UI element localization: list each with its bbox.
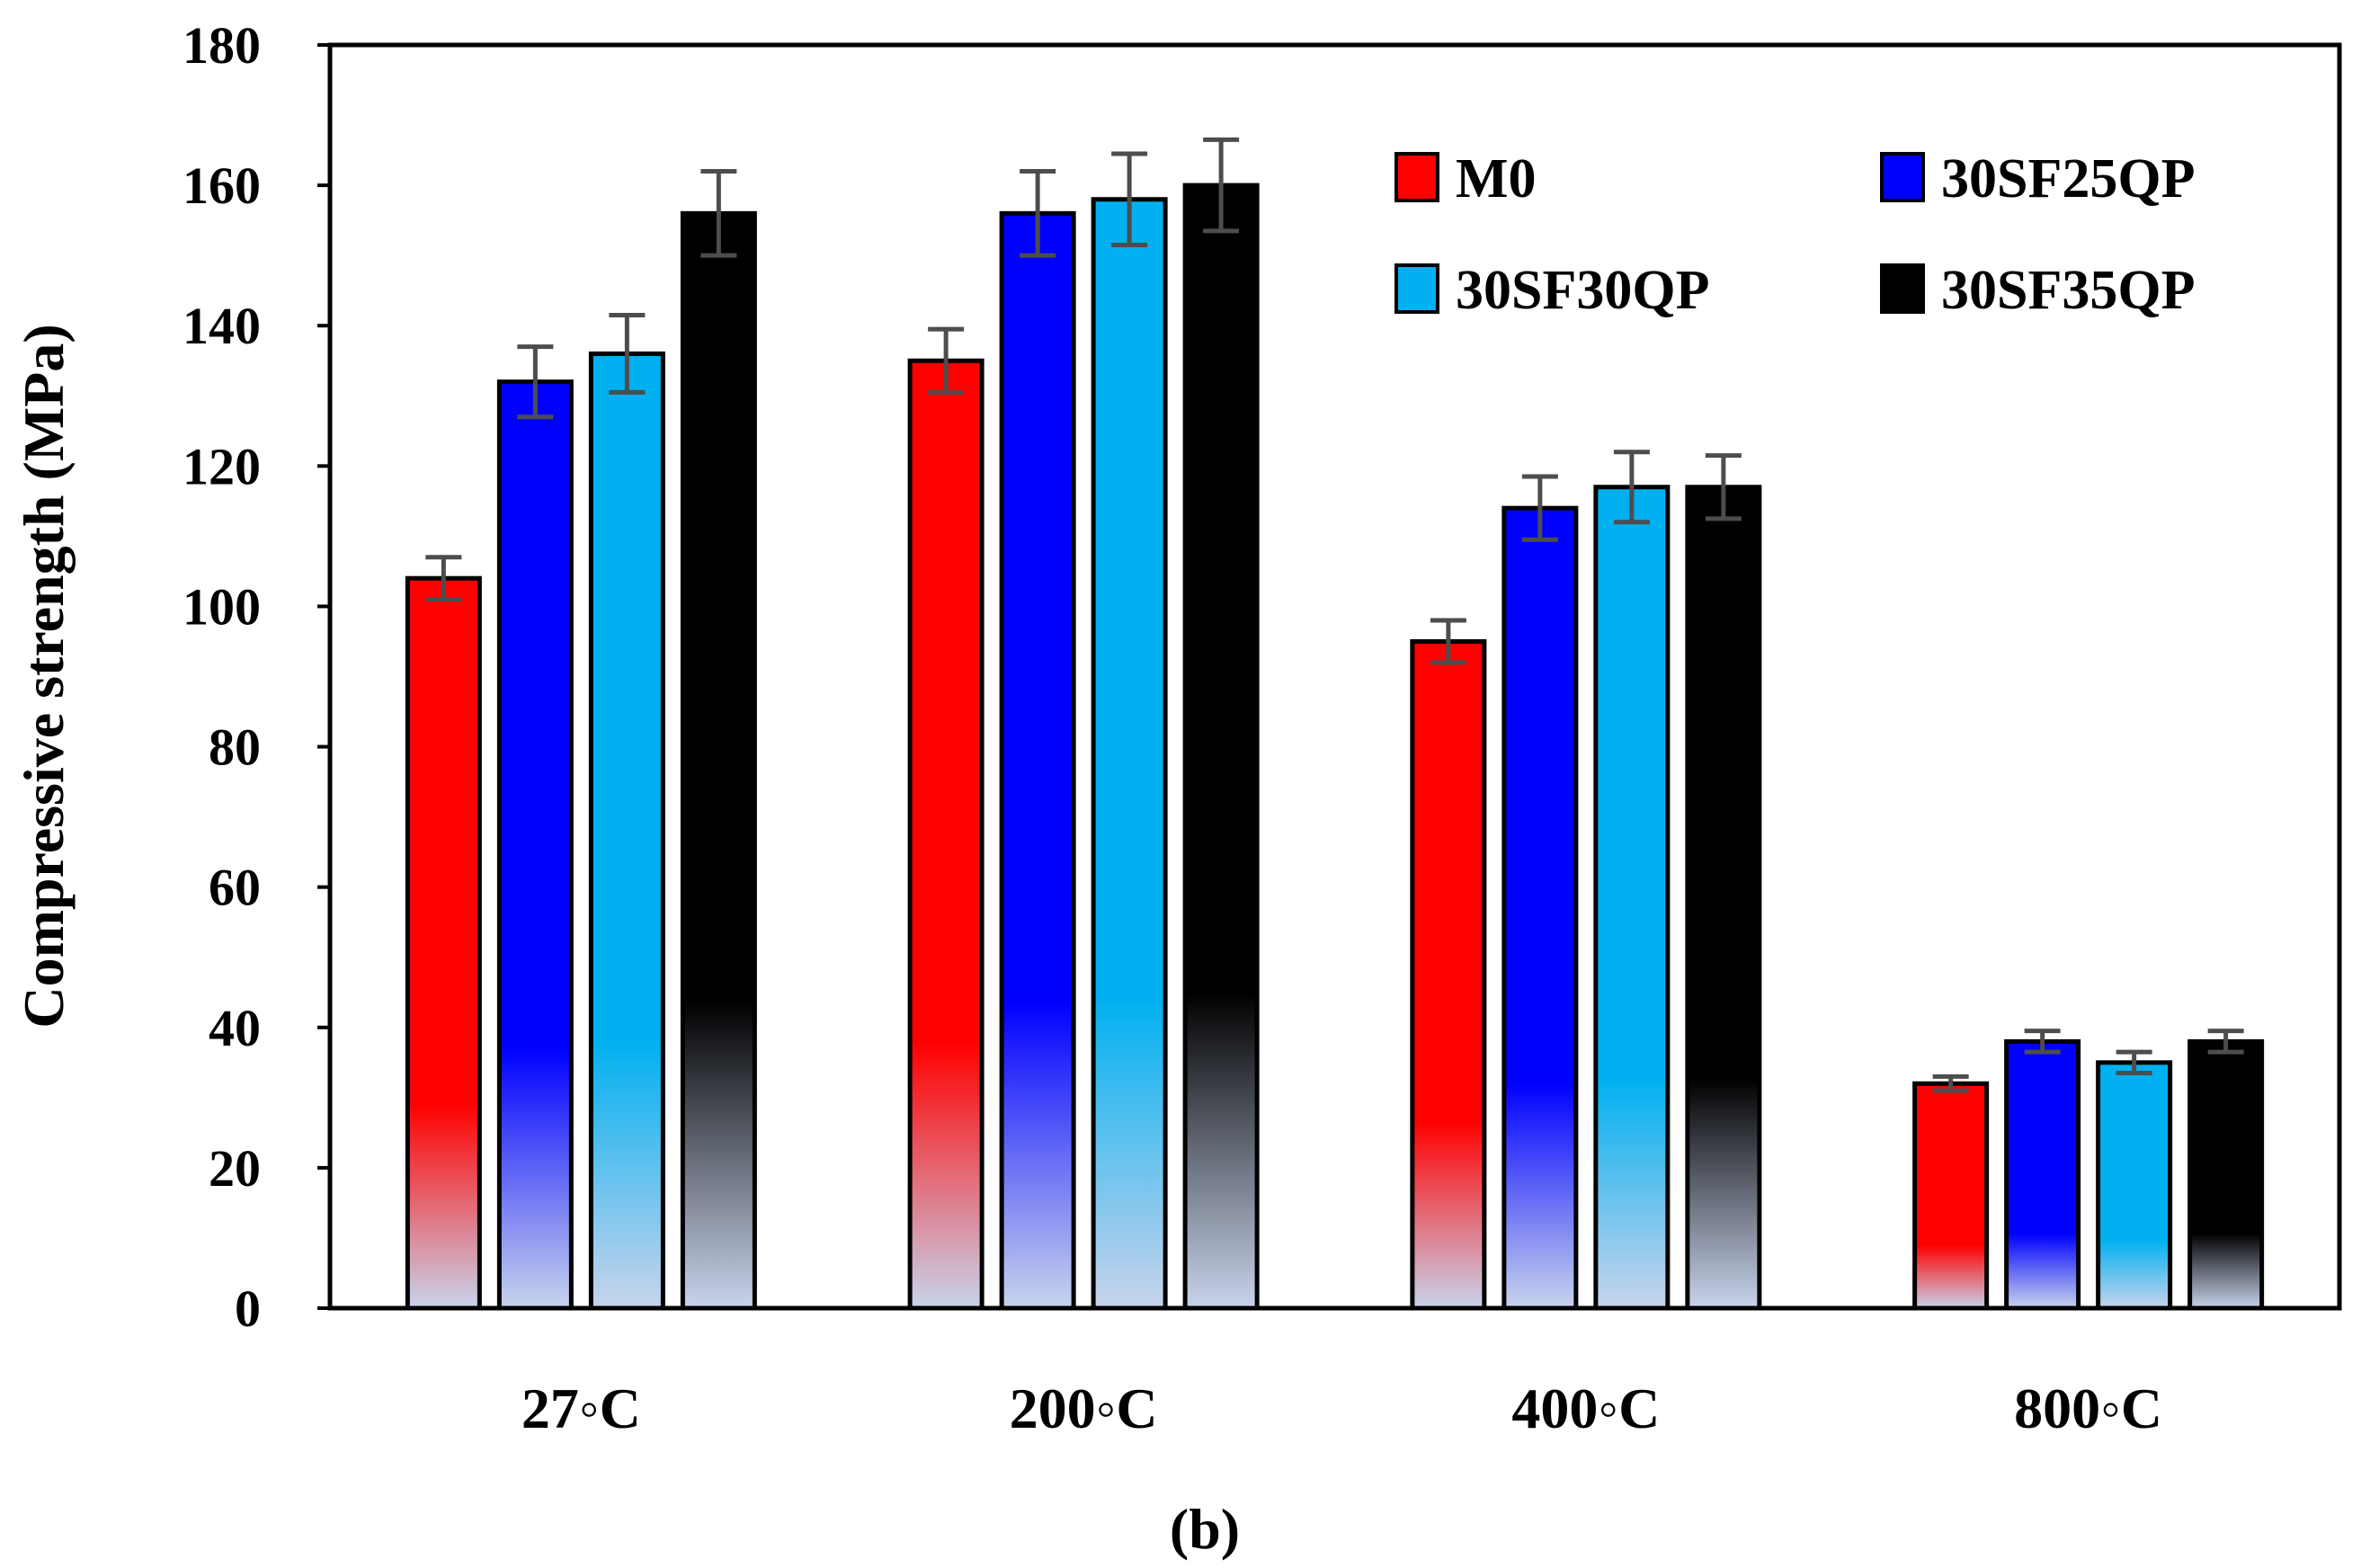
figure-caption: (b) (1170, 1497, 1240, 1561)
bar-30sf30qp-0 (588, 351, 665, 1311)
bar-30sf25qp-1 (999, 210, 1076, 1311)
legend-swatch (1880, 263, 1925, 314)
error-bar (1430, 618, 1466, 665)
legend-item-30sf25qp: 30SF25QP (1880, 148, 2195, 209)
x-axis: 27◦C 200◦C 400◦C 800◦C (521, 1376, 2162, 1440)
error-bar (2116, 1049, 2152, 1076)
bar-30sf35qp-0 (680, 210, 757, 1311)
y-axis-title: Compressive strength (MPa) (12, 324, 76, 1028)
y-axis: 0 20 40 60 80 100 120 140 160 180 (183, 16, 330, 1338)
error-bar (609, 313, 646, 395)
bar-30sf35qp-2 (1685, 485, 1762, 1311)
legend-swatch (1394, 263, 1439, 314)
error-bar (517, 344, 554, 420)
bar-30sf35qp-3 (2187, 1038, 2265, 1311)
plot-area-frame (327, 42, 2342, 1311)
error-bar (1203, 137, 1240, 234)
error-bar (928, 326, 965, 395)
bars-layer (405, 137, 2265, 1311)
bar-m0-3 (1912, 1081, 1990, 1311)
bar-m0-2 (1410, 638, 1487, 1311)
error-bar (1932, 1074, 1969, 1093)
y-tick-label: 60 (209, 859, 261, 917)
bar-30sf30qp-1 (1091, 197, 1168, 1311)
bar-m0-1 (907, 358, 985, 1311)
legend-item-30sf30qp: 30SF30QP (1394, 260, 1709, 321)
error-bar (1521, 474, 1558, 542)
legend-item-30sf35qp: 30SF35QP (1880, 260, 2195, 321)
bar-30sf25qp-3 (2004, 1038, 2081, 1311)
legend-swatch (1394, 152, 1439, 202)
bar-m0-0 (405, 575, 482, 1311)
y-tick-label: 180 (183, 16, 261, 75)
y-tick-label: 160 (183, 156, 261, 215)
legend-label: 30SF30QP (1456, 260, 1709, 321)
y-tick-label: 120 (183, 437, 261, 495)
bar-30sf25qp-0 (496, 379, 574, 1311)
error-bar (2024, 1029, 2061, 1055)
bar-30sf30qp-3 (2096, 1060, 2173, 1311)
legend-label: M0 (1456, 148, 1537, 209)
legend-swatch (1880, 152, 1925, 202)
bar-30sf35qp-1 (1182, 183, 1260, 1311)
error-bar (1111, 151, 1148, 247)
error-bar (1613, 450, 1650, 525)
y-tick-label: 40 (209, 999, 261, 1057)
bar-30sf30qp-2 (1593, 485, 1671, 1311)
y-tick-label: 140 (183, 297, 261, 355)
y-tick-label: 20 (209, 1139, 261, 1198)
error-bar (1020, 169, 1056, 258)
error-bar (1705, 453, 1742, 521)
legend: M0 30SF25QP 30SF30QP 30SF35QP (1394, 148, 2195, 321)
error-bar (2207, 1029, 2244, 1055)
error-bar (425, 555, 462, 602)
x-category-label: 27◦C (521, 1376, 641, 1440)
x-category-label: 800◦C (2014, 1376, 2162, 1440)
y-tick-label: 0 (235, 1279, 261, 1338)
x-category-label: 200◦C (1010, 1376, 1158, 1440)
legend-item-m0: M0 (1394, 148, 1537, 209)
x-category-label: 400◦C (1511, 1376, 1660, 1440)
error-bar (700, 169, 737, 258)
legend-label: 30SF25QP (1941, 148, 2195, 209)
legend-label: 30SF35QP (1941, 260, 2195, 321)
y-tick-label: 80 (209, 718, 261, 777)
y-tick-label: 100 (183, 577, 261, 636)
bar-30sf25qp-2 (1501, 505, 1579, 1311)
